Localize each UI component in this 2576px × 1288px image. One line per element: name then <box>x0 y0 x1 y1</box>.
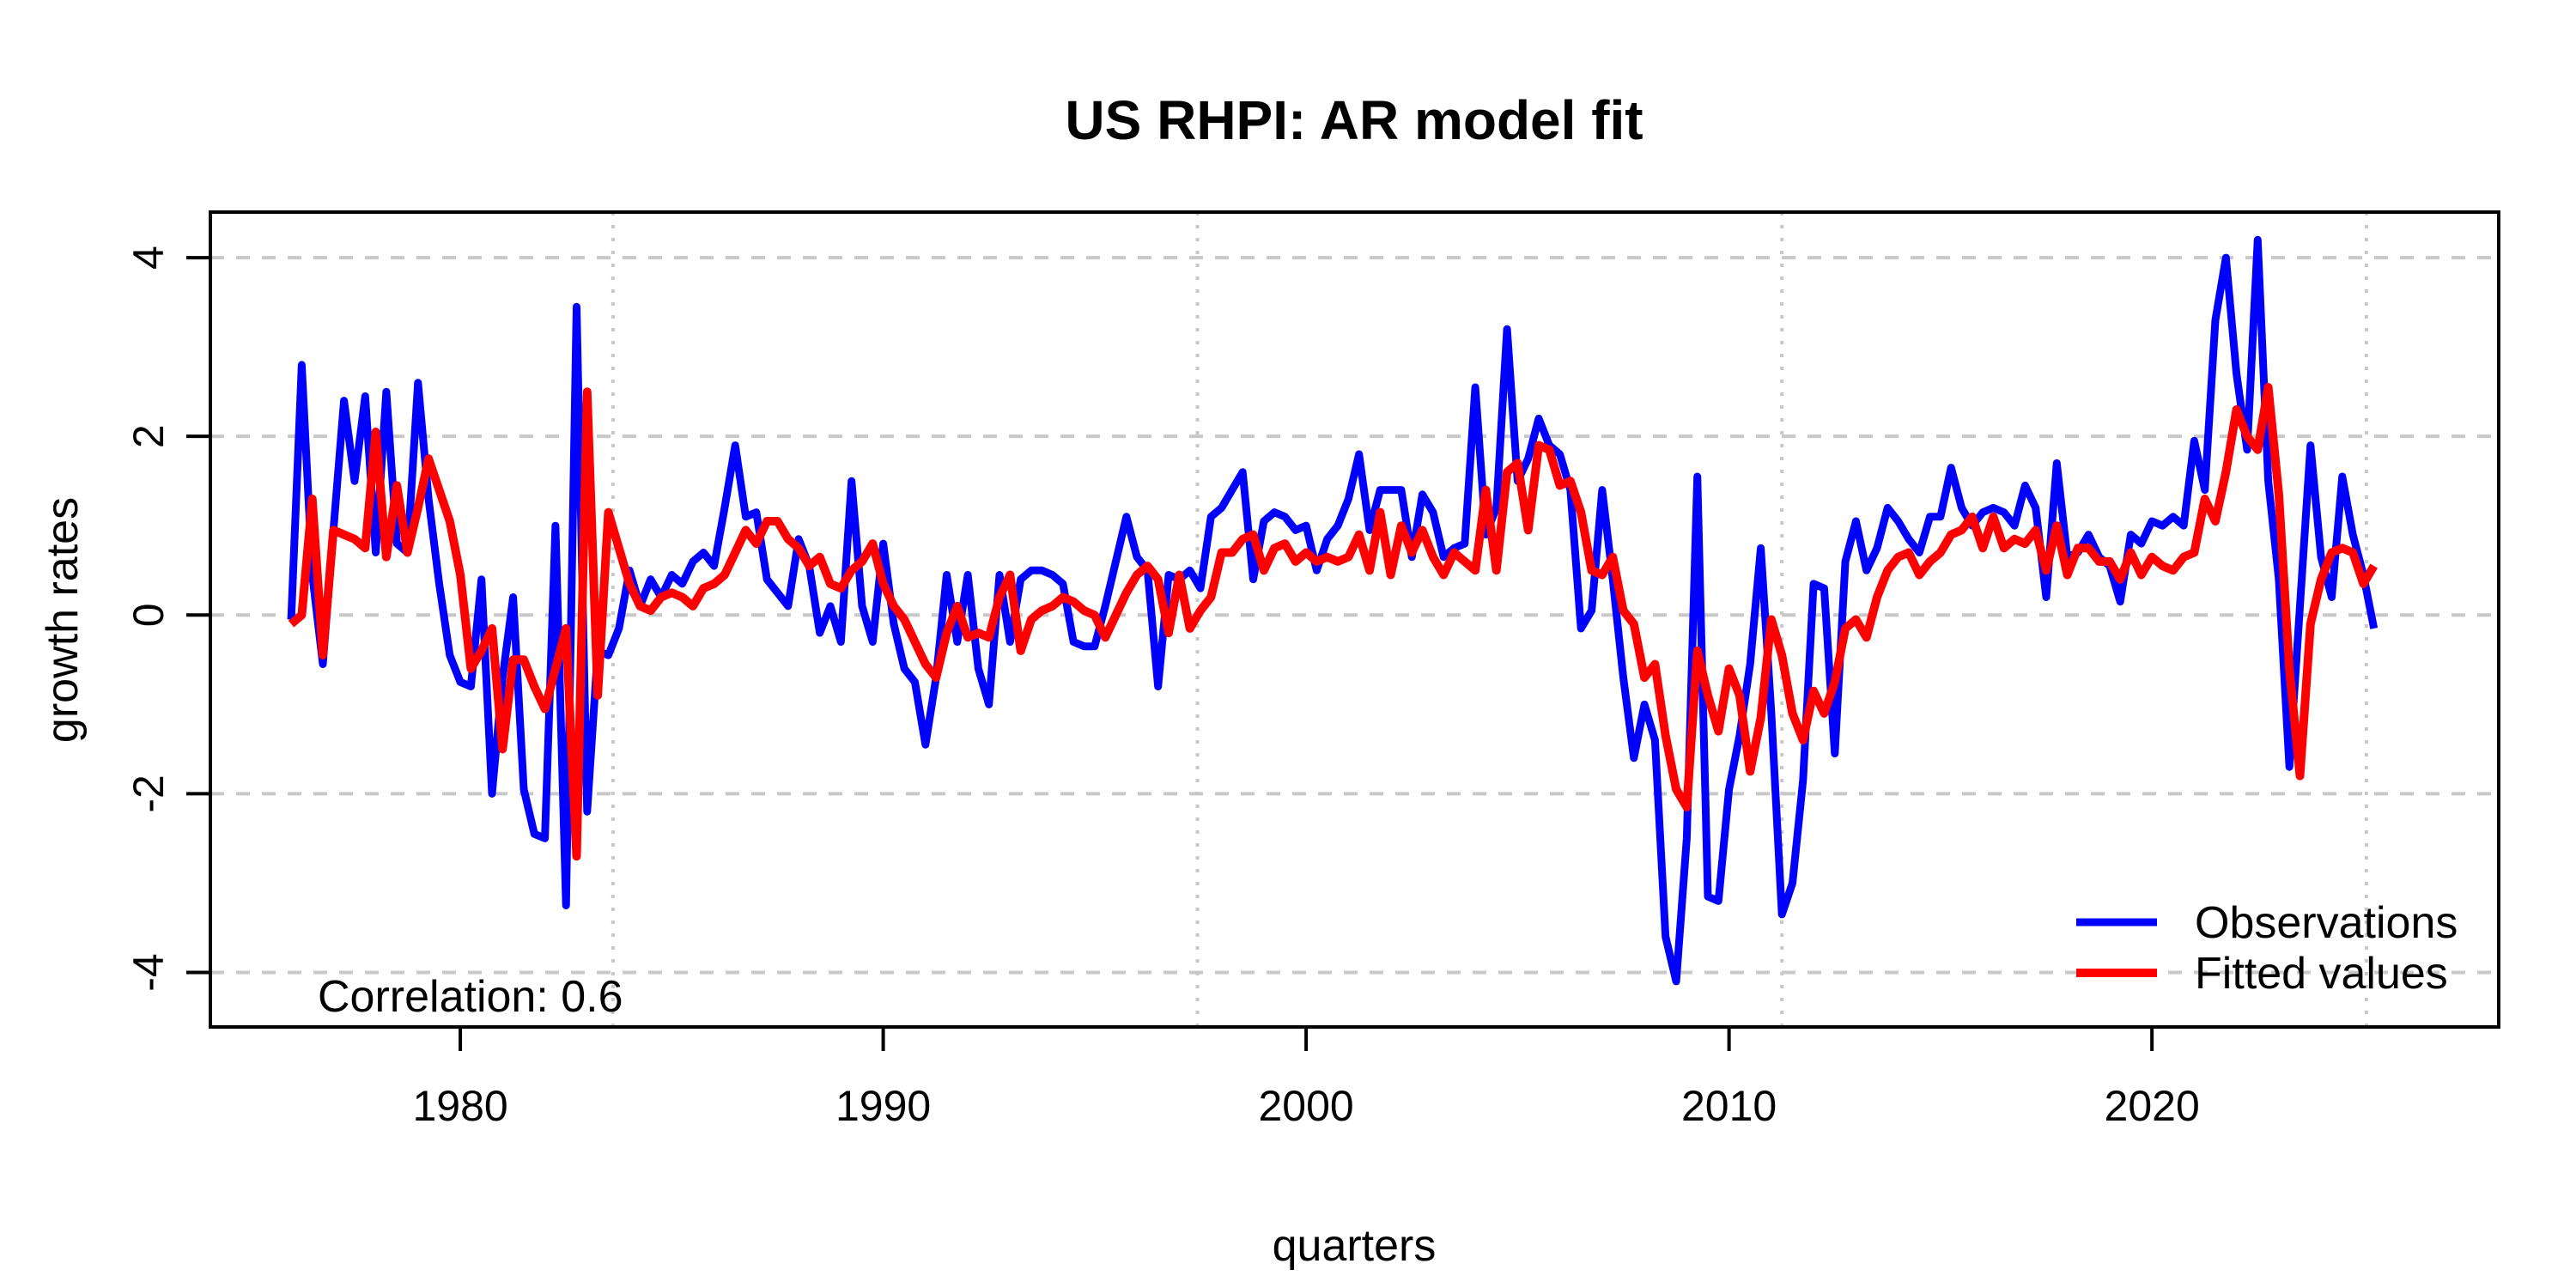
x-tick-label: 1990 <box>835 1082 931 1130</box>
correlation-annotation: Correlation: 0.6 <box>318 972 623 1022</box>
tick-labels: 1980 1990 2000 2010 2020 -4 -2 0 2 4 <box>125 246 2200 1130</box>
data-series <box>287 235 2379 986</box>
y-tick-label: 4 <box>125 246 173 270</box>
y-tick-label: 0 <box>125 603 173 627</box>
plot-box <box>209 210 2500 1029</box>
chart-title: US RHPI: AR model fit <box>1065 89 1643 151</box>
legend: Observations Fitted values <box>2076 898 2458 999</box>
y-tick-label: 2 <box>125 424 173 448</box>
y-axis-label: growth rates <box>38 497 88 743</box>
y-tick-label: -4 <box>125 953 173 991</box>
axes <box>186 256 2154 1051</box>
legend-fitted-label: Fitted values <box>2195 949 2448 999</box>
x-tick-label: 2020 <box>2105 1082 2200 1130</box>
fitted-line <box>288 383 2379 861</box>
x-tick-label: 1980 <box>412 1082 507 1130</box>
y-tick-label: -2 <box>125 775 173 812</box>
x-axis-label: quarters <box>1273 1221 1437 1271</box>
x-tick-label: 2010 <box>1681 1082 1777 1130</box>
x-tick-label: 2000 <box>1258 1082 1353 1130</box>
legend-observations-label: Observations <box>2195 898 2458 948</box>
